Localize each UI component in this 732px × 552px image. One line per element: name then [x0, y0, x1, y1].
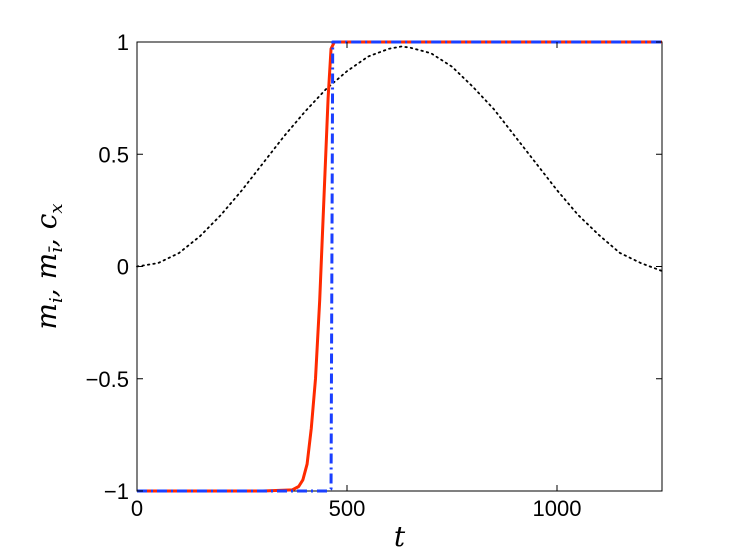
series-line-dotted [136, 45, 663, 272]
x-axis-label: t [394, 520, 406, 552]
series-layer [136, 40, 663, 493]
x-tick-label: 0 [131, 496, 143, 521]
series-line-dashdot [137, 40, 662, 493]
series-line-solid [137, 40, 662, 493]
x-tick-label: 1000 [533, 496, 582, 521]
y-tick-label: −0.5 [86, 367, 129, 392]
y-tick-label: −1 [104, 479, 129, 504]
y-tick-label: 1 [117, 30, 129, 55]
x-tick-label: 500 [329, 496, 366, 521]
ticks-layer: 0 500 1000 −1 −0.5 0 0.5 1 [86, 30, 662, 521]
plot-area: 0 500 1000 −1 −0.5 0 0.5 1 [86, 30, 663, 521]
plot-frame [136, 41, 663, 492]
y-axis-label: mi, mī, cx [30, 203, 67, 329]
y-tick-label: 0.5 [98, 142, 129, 167]
y-tick-label: 0 [117, 255, 129, 280]
